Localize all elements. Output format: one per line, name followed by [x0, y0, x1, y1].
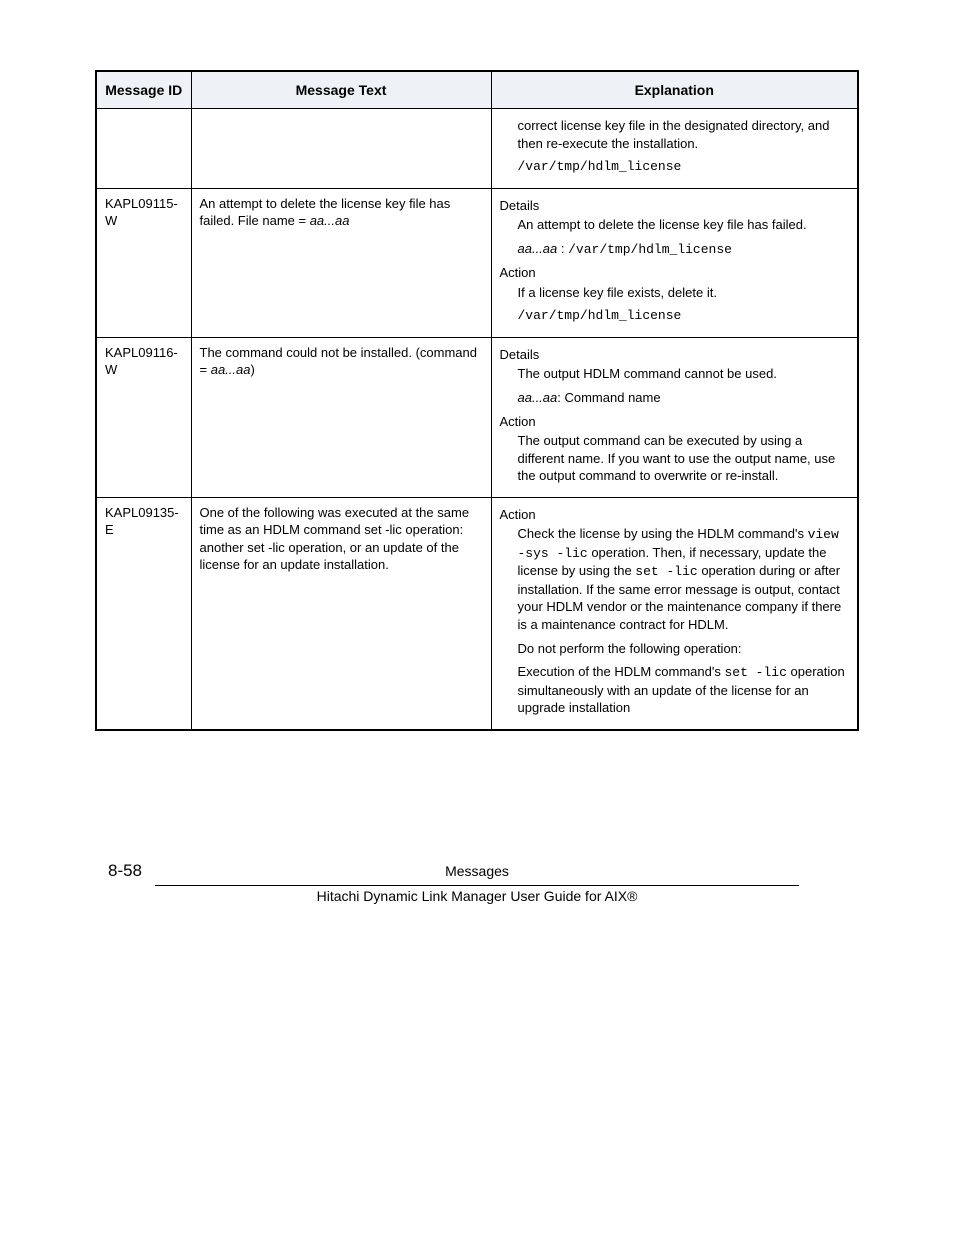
page-number: 8-58 [95, 861, 155, 881]
cell-message-id: KAPL09135-E [96, 497, 191, 730]
messages-table: Message ID Message Text Explanation corr… [95, 70, 859, 731]
action-text-part: Execution of the HDLM command's [518, 664, 725, 679]
cell-explanation: Details An attempt to delete the license… [491, 188, 858, 337]
details-variable: aa...aa: Command name [518, 389, 850, 407]
cell-message-text: One of the following was executed at the… [191, 497, 491, 730]
cell-message-text [191, 109, 491, 189]
footer-divider [155, 885, 799, 886]
table-header-row: Message ID Message Text Explanation [96, 71, 858, 109]
action-text-part: Check the license by using the HDLM comm… [518, 526, 808, 541]
details-label: Details [500, 346, 850, 364]
action-detail: Execution of the HDLM command's set -lic… [518, 663, 850, 717]
cell-message-id [96, 109, 191, 189]
table-row: KAPL09116-W The command could not be ins… [96, 337, 858, 497]
footer-section: Messages [155, 863, 799, 879]
explanation-path: /var/tmp/hdlm_license [518, 158, 850, 176]
variable-desc: : Command name [557, 390, 660, 405]
cell-explanation: Action Check the license by using the HD… [491, 497, 858, 730]
cell-explanation: Details The output HDLM command cannot b… [491, 337, 858, 497]
cell-message-text: The command could not be installed. (com… [191, 337, 491, 497]
footer-title: Hitachi Dynamic Link Manager User Guide … [95, 888, 859, 904]
message-text-variable: aa...aa [211, 362, 251, 377]
action-text: Check the license by using the HDLM comm… [518, 525, 850, 633]
message-text-variable: aa...aa [310, 213, 350, 228]
action-text: The output command can be executed by us… [518, 432, 850, 485]
cell-message-id: KAPL09115-W [96, 188, 191, 337]
details-text: An attempt to delete the license key fil… [518, 216, 850, 234]
details-path: aa...aa : /var/tmp/hdlm_license [518, 240, 850, 259]
header-message-id: Message ID [96, 71, 191, 109]
action-command: set -lic [635, 564, 697, 579]
header-explanation: Explanation [491, 71, 858, 109]
action-note: Do not perform the following operation: [518, 640, 850, 658]
action-command: set -lic [724, 665, 786, 680]
action-label: Action [500, 413, 850, 431]
variable-name: aa...aa [518, 390, 558, 405]
action-label: Action [500, 506, 850, 524]
cell-message-id: KAPL09116-W [96, 337, 191, 497]
table-row: KAPL09115-W An attempt to delete the lic… [96, 188, 858, 337]
action-text: If a license key file exists, delete it. [518, 284, 850, 302]
header-message-text: Message Text [191, 71, 491, 109]
table-row: KAPL09135-E One of the following was exe… [96, 497, 858, 730]
details-label: Details [500, 197, 850, 215]
cell-explanation: correct license key file in the designat… [491, 109, 858, 189]
page-container: Message ID Message Text Explanation corr… [0, 0, 954, 944]
path-value: /var/tmp/hdlm_license [568, 242, 732, 257]
page-footer: 8-58 Messages Hitachi Dynamic Link Manag… [95, 861, 859, 904]
action-path: /var/tmp/hdlm_license [518, 307, 850, 325]
details-text: The output HDLM command cannot be used. [518, 365, 850, 383]
separator: : [557, 241, 568, 256]
variable-name: aa...aa [518, 241, 558, 256]
explanation-text: correct license key file in the designat… [518, 117, 850, 152]
message-text-tail: ) [250, 362, 254, 377]
cell-message-text: An attempt to delete the license key fil… [191, 188, 491, 337]
action-label: Action [500, 264, 850, 282]
table-row: correct license key file in the designat… [96, 109, 858, 189]
